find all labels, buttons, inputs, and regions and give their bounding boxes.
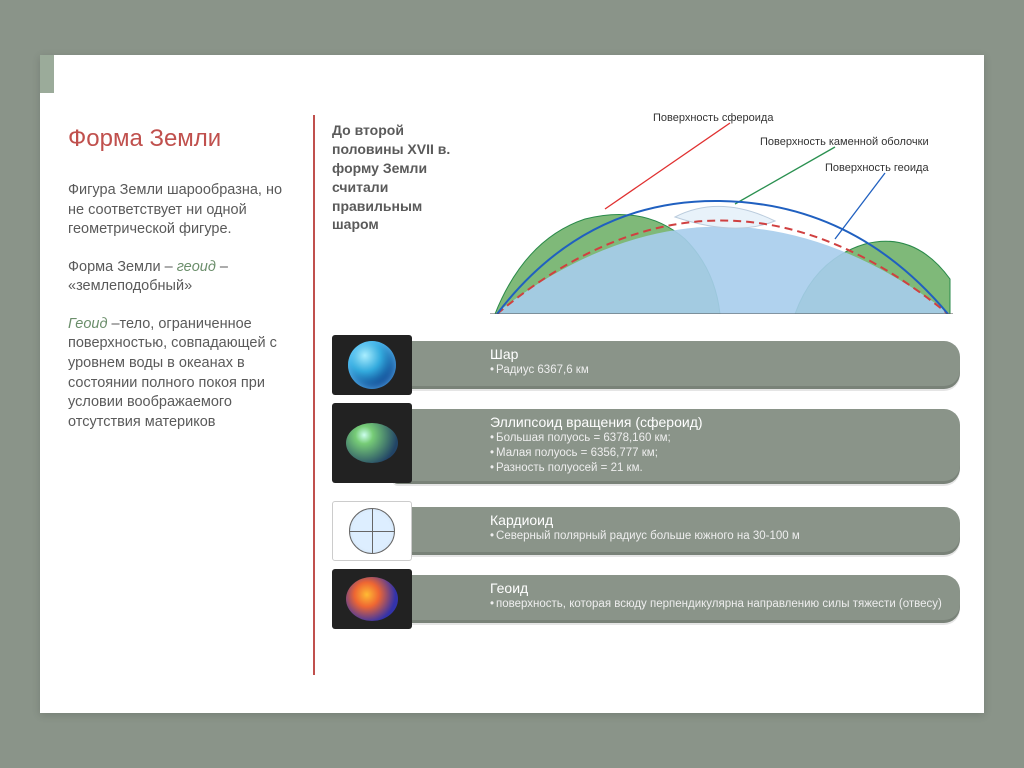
thumb-geoid <box>332 569 412 629</box>
label-spheroid: Поверхность сфероида <box>653 112 774 124</box>
card-title: Шар <box>490 346 946 362</box>
card-bar: Геоид поверхность, которая всюду перпенд… <box>392 575 960 623</box>
text: –тело, ограниченное поверхностью, совпад… <box>68 316 277 430</box>
paragraph-3: Геоид –тело, ограниченное поверхностью, … <box>68 315 288 432</box>
slide: Форма Земли Фигура Земли шарообразна, но… <box>40 55 984 713</box>
cards-list: Шар Радиус 6367,6 км Эллипсоид вращения … <box>332 335 960 637</box>
card-bar: Кардиоид Северный полярный радиус больше… <box>392 507 960 555</box>
geoid-diagram: Поверхность сфероида Поверхность каменно… <box>485 109 955 314</box>
intro-text: До второй половины XVII в. форму Земли с… <box>332 121 472 234</box>
card-detail: Разность полуосей = 21 км. <box>490 461 946 476</box>
globe-icon <box>348 341 396 389</box>
card-geoid: Геоид поверхность, которая всюду перпенд… <box>332 569 960 629</box>
card-detail: Малая полуось = 6356,777 км; <box>490 446 946 461</box>
thumb-ellipsoid <box>332 403 412 483</box>
term-geoid: Геоид <box>68 316 107 332</box>
label-rock: Поверхность каменной оболочки <box>760 136 929 148</box>
vertical-divider <box>313 115 315 675</box>
card-detail: Большая полуось = 6378,160 км; <box>490 431 946 446</box>
card-title: Кардиоид <box>490 512 946 528</box>
card-title: Эллипсоид вращения (сфероид) <box>490 414 946 430</box>
card-bar: Шар Радиус 6367,6 км <box>392 341 960 389</box>
ellipsoid-icon <box>346 423 398 463</box>
card-title: Геоид <box>490 580 946 596</box>
left-column: Форма Земли Фигура Земли шарообразна, но… <box>68 125 288 450</box>
leader-1 <box>605 123 730 209</box>
page-title: Форма Земли <box>68 125 288 153</box>
paragraph-1: Фигура Земли шарообразна, но не соответс… <box>68 181 288 240</box>
leader-2 <box>735 147 835 204</box>
card-detail: поверхность, которая всюду перпендикуляр… <box>490 597 946 612</box>
thumb-cardioid <box>332 501 412 561</box>
card-detail: Северный полярный радиус больше южного н… <box>490 529 946 544</box>
term-geoid: геоид <box>177 259 216 275</box>
thumb-sphere <box>332 335 412 395</box>
ice <box>675 206 775 228</box>
label-geoid: Поверхность геоида <box>825 162 929 174</box>
card-detail: Радиус 6367,6 км <box>490 363 946 378</box>
card-bar: Эллипсоид вращения (сфероид) Большая пол… <box>392 409 960 484</box>
text: Форма Земли – <box>68 259 177 275</box>
cardioid-icon <box>349 508 395 554</box>
paragraph-2: Форма Земли – геоид – «землеподобный» <box>68 258 288 297</box>
card-ellipsoid: Эллипсоид вращения (сфероид) Большая пол… <box>332 403 960 493</box>
accent-bar <box>40 55 54 93</box>
card-cardioid: Кардиоид Северный полярный радиус больше… <box>332 501 960 561</box>
card-sphere: Шар Радиус 6367,6 км <box>332 335 960 395</box>
geoid-icon <box>346 577 398 621</box>
